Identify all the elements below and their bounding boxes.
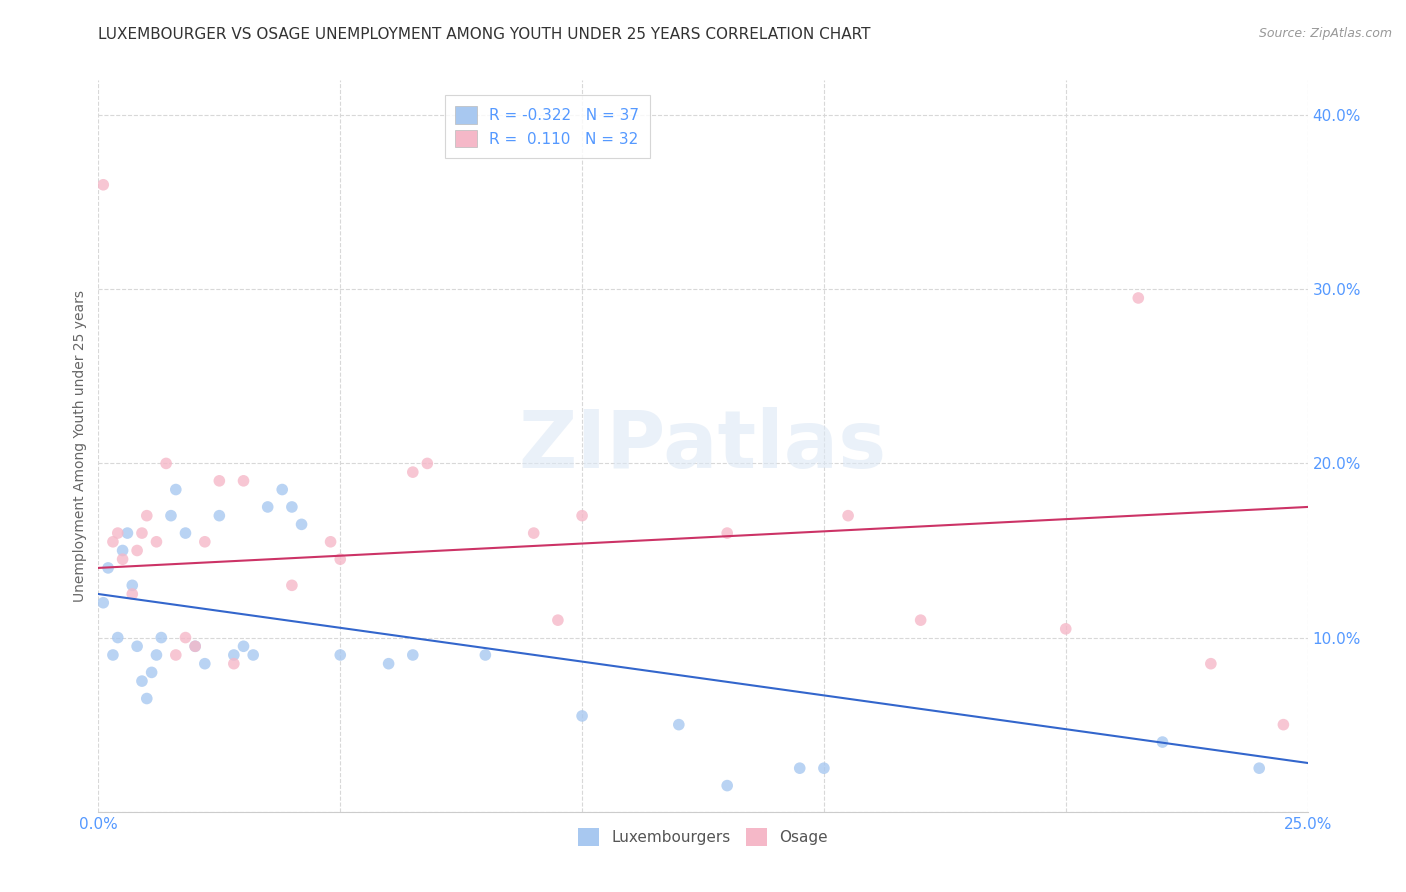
Point <box>242 648 264 662</box>
Point <box>111 552 134 566</box>
Point <box>184 640 207 654</box>
Point <box>208 474 231 488</box>
Point <box>101 534 124 549</box>
Point <box>1128 291 1150 305</box>
Point <box>716 526 738 541</box>
Point <box>271 483 294 497</box>
Point <box>281 578 304 592</box>
Point <box>571 709 593 723</box>
Point <box>716 779 738 793</box>
Point <box>329 552 352 566</box>
Point <box>319 534 342 549</box>
Point <box>523 526 546 541</box>
Point <box>174 526 197 541</box>
Point <box>141 665 163 680</box>
Point <box>101 648 124 662</box>
Point <box>107 526 129 541</box>
Point <box>402 465 425 479</box>
Point <box>910 613 932 627</box>
Point <box>131 526 153 541</box>
Point <box>1054 622 1077 636</box>
Point <box>290 517 312 532</box>
Point <box>91 178 114 192</box>
Point <box>281 500 304 514</box>
Point <box>813 761 835 775</box>
Point <box>165 648 187 662</box>
Point <box>571 508 593 523</box>
Point <box>91 596 114 610</box>
Point <box>377 657 399 671</box>
Point <box>329 648 352 662</box>
Point <box>1199 657 1222 671</box>
Point <box>145 534 167 549</box>
Text: Source: ZipAtlas.com: Source: ZipAtlas.com <box>1258 27 1392 40</box>
Text: LUXEMBOURGER VS OSAGE UNEMPLOYMENT AMONG YOUTH UNDER 25 YEARS CORRELATION CHART: LUXEMBOURGER VS OSAGE UNEMPLOYMENT AMONG… <box>98 27 870 42</box>
Point <box>547 613 569 627</box>
Point <box>232 640 254 654</box>
Point <box>135 691 157 706</box>
Point <box>222 648 245 662</box>
Point <box>121 578 143 592</box>
Point <box>194 534 217 549</box>
Point <box>222 657 245 671</box>
Point <box>789 761 811 775</box>
Point <box>402 648 425 662</box>
Point <box>184 640 207 654</box>
Point <box>150 631 173 645</box>
Point <box>256 500 278 514</box>
Point <box>155 457 177 471</box>
Y-axis label: Unemployment Among Youth under 25 years: Unemployment Among Youth under 25 years <box>73 290 87 602</box>
Point <box>145 648 167 662</box>
Point <box>194 657 217 671</box>
Point <box>1272 717 1295 731</box>
Point <box>127 640 149 654</box>
Point <box>117 526 139 541</box>
Point <box>174 631 197 645</box>
Point <box>111 543 134 558</box>
Point <box>127 543 149 558</box>
Point <box>97 561 120 575</box>
Point <box>121 587 143 601</box>
Point <box>1152 735 1174 749</box>
Point <box>160 508 183 523</box>
Point <box>1249 761 1271 775</box>
Point <box>208 508 231 523</box>
Point <box>165 483 187 497</box>
Point <box>135 508 157 523</box>
Point <box>232 474 254 488</box>
Point <box>837 508 859 523</box>
Point <box>131 674 153 689</box>
Text: ZIPatlas: ZIPatlas <box>519 407 887 485</box>
Point <box>416 457 439 471</box>
Point <box>107 631 129 645</box>
Legend: Luxembourgers, Osage: Luxembourgers, Osage <box>572 822 834 852</box>
Point <box>474 648 496 662</box>
Point <box>668 717 690 731</box>
